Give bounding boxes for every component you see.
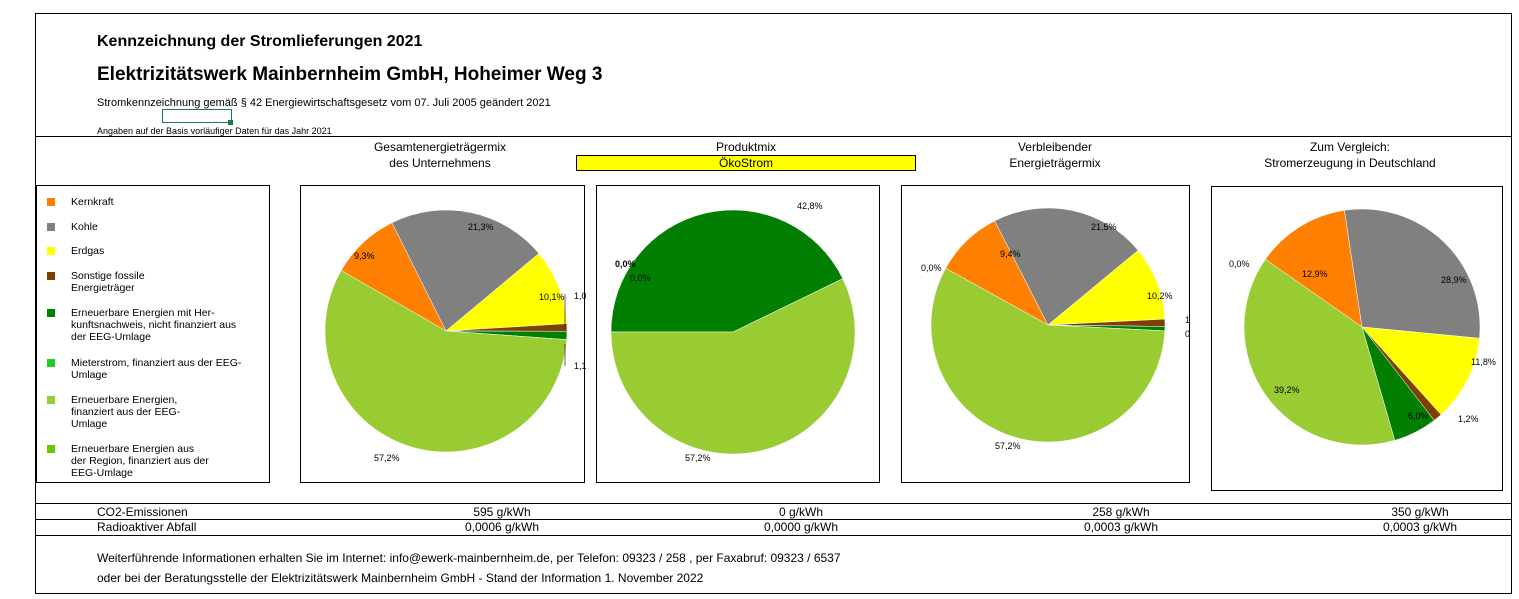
pie-data-label: 0,6%: [1185, 329, 1191, 339]
fill-handle[interactable]: [228, 120, 233, 125]
column-header-line1: Zum Vergleich:: [1309, 140, 1391, 154]
pie-data-label: 12,9%: [1302, 269, 1328, 279]
pie-slice: [445, 253, 568, 332]
header-divider: [35, 136, 1512, 137]
table-divider: [35, 535, 1512, 536]
column-header-line2: Energieträgermix: [1009, 156, 1101, 170]
legend-box: [36, 185, 270, 483]
pie-data-label: 39,2%: [1274, 385, 1300, 395]
legend-swatch: [47, 272, 55, 280]
column-header-line2: des Unternehmens: [389, 156, 491, 170]
cell-value: 350 g/kWh: [1391, 505, 1449, 519]
pie-data-label: 21,5%: [1091, 222, 1117, 232]
pie-slice: [610, 278, 856, 455]
pie-data-label: 9,4%: [1000, 249, 1021, 259]
footer-info: oder bei der Beratungsstelle der Elektri…: [97, 571, 704, 585]
pie-slice: [1264, 210, 1363, 328]
legend-label: Erneuerbare Energien aus der Region, fin…: [71, 443, 209, 479]
pie-slice: [1344, 208, 1481, 339]
legend-label: Erneuerbare Energien mit Her-kunftsnachw…: [71, 307, 237, 343]
cell-value: 0 g/kWh: [778, 505, 823, 519]
legend-swatch: [47, 223, 55, 231]
column-header-line2: Stromerzeugung in Deutschland: [1264, 156, 1436, 170]
legend-swatch: [47, 247, 55, 255]
pie-chart: 9,4% 21,5% 10,2% 1,0% 0,6% 57,2% 0,0%: [921, 207, 1191, 451]
chart-product-mix: 0,0% 0,0% 42,8% 57,2%: [596, 185, 880, 483]
column-header-germany: Zum Vergleich: Stromerzeugung in Deutsch…: [1200, 139, 1500, 171]
pie-chart: 9,3% 21,3% 10,1% 1,0% 1,1% 57,2%: [324, 209, 586, 463]
chart-germany-mix: 12,9% 28,9% 11,8% 1,2% 6,0% 39,2% 0,0%: [1211, 186, 1503, 491]
pie-data-label: 28,9%: [1441, 275, 1467, 285]
column-header-company: Gesamtenergieträgermix des Unternehmens: [290, 139, 590, 171]
chart-remaining-mix: 9,4% 21,5% 10,2% 1,0% 0,6% 57,2% 0,0%: [901, 185, 1191, 483]
cell-value: 0,0003 g/kWh: [1382, 520, 1458, 534]
pie-data-label: 0,0%: [1229, 259, 1250, 269]
pie-data-label: 10,1%: [539, 292, 565, 302]
pie-chart: 12,9% 28,9% 11,8% 1,2% 6,0% 39,2% 0,0%: [1229, 208, 1496, 446]
pie-data-label: 1,2%: [1458, 414, 1479, 424]
table-divider: [35, 503, 1512, 504]
legend-swatch: [47, 309, 55, 317]
pie-slice: [610, 209, 844, 333]
pie-data-label: 10,2%: [1147, 291, 1173, 301]
pie-data-label: 0,0%: [630, 273, 651, 283]
page-title: Kennzeichnung der Stromlieferungen 2021: [97, 33, 423, 50]
pie-data-label: 6,0%: [1408, 411, 1429, 421]
cell-value: 258 g/kWh: [1092, 505, 1150, 519]
chart-company-mix: 9,3% 21,3% 10,1% 1,0% 1,1% 57,2%: [300, 185, 586, 483]
pie-data-label: 57,2%: [995, 441, 1021, 451]
cell-value: 0,0003 g/kWh: [1083, 520, 1159, 534]
column-header-line1: Gesamtenergieträgermix: [373, 140, 507, 154]
table-row-co2: CO2-Emissionen 595 g/kWh 0 g/kWh 258 g/k…: [35, 504, 1512, 520]
row-label: Radioaktiver Abfall: [97, 520, 197, 534]
pie-slice: [1047, 249, 1166, 326]
cell-value: 0,0000 g/kWh: [763, 520, 839, 534]
row-label: CO2-Emissionen: [97, 505, 188, 519]
pie-data-label: 1,1%: [574, 361, 586, 371]
product-name-box: ÖkoStrom: [576, 155, 916, 171]
pie-slice: [994, 207, 1139, 326]
pie-slice: [391, 209, 540, 332]
pie-slice: [324, 270, 567, 453]
pie-data-label: 57,2%: [374, 453, 400, 463]
pie-chart: 0,0% 0,0% 42,8% 57,2%: [610, 201, 856, 463]
pie-data-label: 0,0%: [921, 263, 942, 273]
cell-value: 0,0006 g/kWh: [464, 520, 540, 534]
pie-slice: [930, 267, 1166, 443]
footer-contact: Weiterführende Informationen erhalten Si…: [97, 551, 841, 565]
cell-value: 595 g/kWh: [473, 505, 531, 519]
pie-data-label: 57,2%: [685, 453, 711, 463]
legend-label: Erneuerbare Energien, finanziert aus der…: [71, 394, 181, 430]
legend-label: Erdgas: [71, 245, 105, 257]
law-note: Stromkennzeichnung gemäß § 42 Energiewir…: [97, 97, 551, 109]
column-header-product: Produktmix ÖkoStrom: [576, 139, 916, 171]
column-header-line1: Verbleibender: [1017, 140, 1093, 154]
legend-label: Kernkraft: [71, 196, 114, 208]
pie-data-label: 11,8%: [1471, 357, 1496, 367]
legend-swatch: [47, 359, 55, 367]
legend-label: Sonstige fossile Energieträger: [71, 270, 145, 294]
pie-data-label: 1,0%: [1185, 315, 1191, 325]
company-title: Elektrizitätswerk Mainbernheim GmbH, Hoh…: [97, 64, 603, 85]
pie-slice: [1361, 326, 1480, 415]
pie-data-label: 42,8%: [797, 201, 823, 211]
pie-data-label: 0,0%: [615, 259, 636, 269]
pie-data-label: 9,3%: [354, 251, 375, 261]
data-basis-note: Angaben auf der Basis vorläufiger Daten …: [97, 126, 332, 136]
pie-slice: [1243, 258, 1396, 446]
table-divider: [35, 519, 1512, 520]
legend-label: Kohle: [71, 221, 98, 233]
column-header-line1: Produktmix: [715, 140, 777, 154]
sheet-frame: [35, 13, 1512, 594]
selected-cell[interactable]: [162, 109, 232, 123]
legend-label: Mieterstrom, finanziert aus der EEG-Umla…: [71, 357, 242, 381]
table-row-waste: Radioaktiver Abfall 0,0006 g/kWh 0,0000 …: [35, 519, 1512, 535]
legend-swatch: [47, 198, 55, 206]
legend-swatch: [47, 396, 55, 404]
pie-data-label: 21,3%: [468, 222, 494, 232]
column-header-remaining: Verbleibender Energieträgermix: [910, 139, 1200, 171]
pie-data-label: 1,0%: [574, 291, 586, 301]
legend-swatch: [47, 445, 55, 453]
